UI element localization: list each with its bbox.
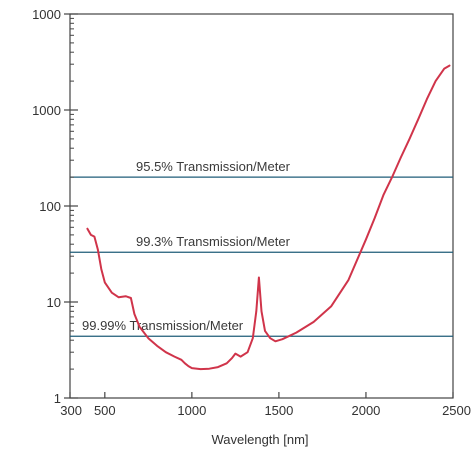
x-axis-ticks: 300 500 1000 1500 2000 2500: [60, 392, 471, 418]
reference-line-label: 99.99% Transmission/Meter: [82, 318, 244, 333]
plot-area: [69, 13, 454, 399]
reference-lines: 95.5% Transmission/Meter 99.3% Transmissi…: [70, 159, 453, 337]
y-axis-ticks: 1 10 100 1000 1000: [32, 7, 78, 406]
y-tick-label: 100: [39, 199, 61, 214]
x-tick-label: 2500: [442, 403, 471, 418]
x-tick-label: 1000: [177, 403, 206, 418]
plot-frame: [69, 13, 454, 399]
y-tick-label: 1000: [32, 7, 61, 22]
x-axis-title: Wavelength [nm]: [211, 432, 308, 447]
reference-line-label: 95.5% Transmission/Meter: [136, 159, 291, 174]
x-tick-label: 500: [94, 403, 116, 418]
x-tick-label: 2000: [351, 403, 380, 418]
x-tick-label: 1500: [264, 403, 293, 418]
y-tick-label: 1000: [32, 103, 61, 118]
y-tick-label: 1: [54, 391, 61, 406]
x-tick-label: 300: [60, 403, 82, 418]
reference-line-label: 99.3% Transmission/Meter: [136, 234, 291, 249]
y-tick-label: 10: [47, 295, 61, 310]
series-line-attenuation: [86, 64, 451, 371]
